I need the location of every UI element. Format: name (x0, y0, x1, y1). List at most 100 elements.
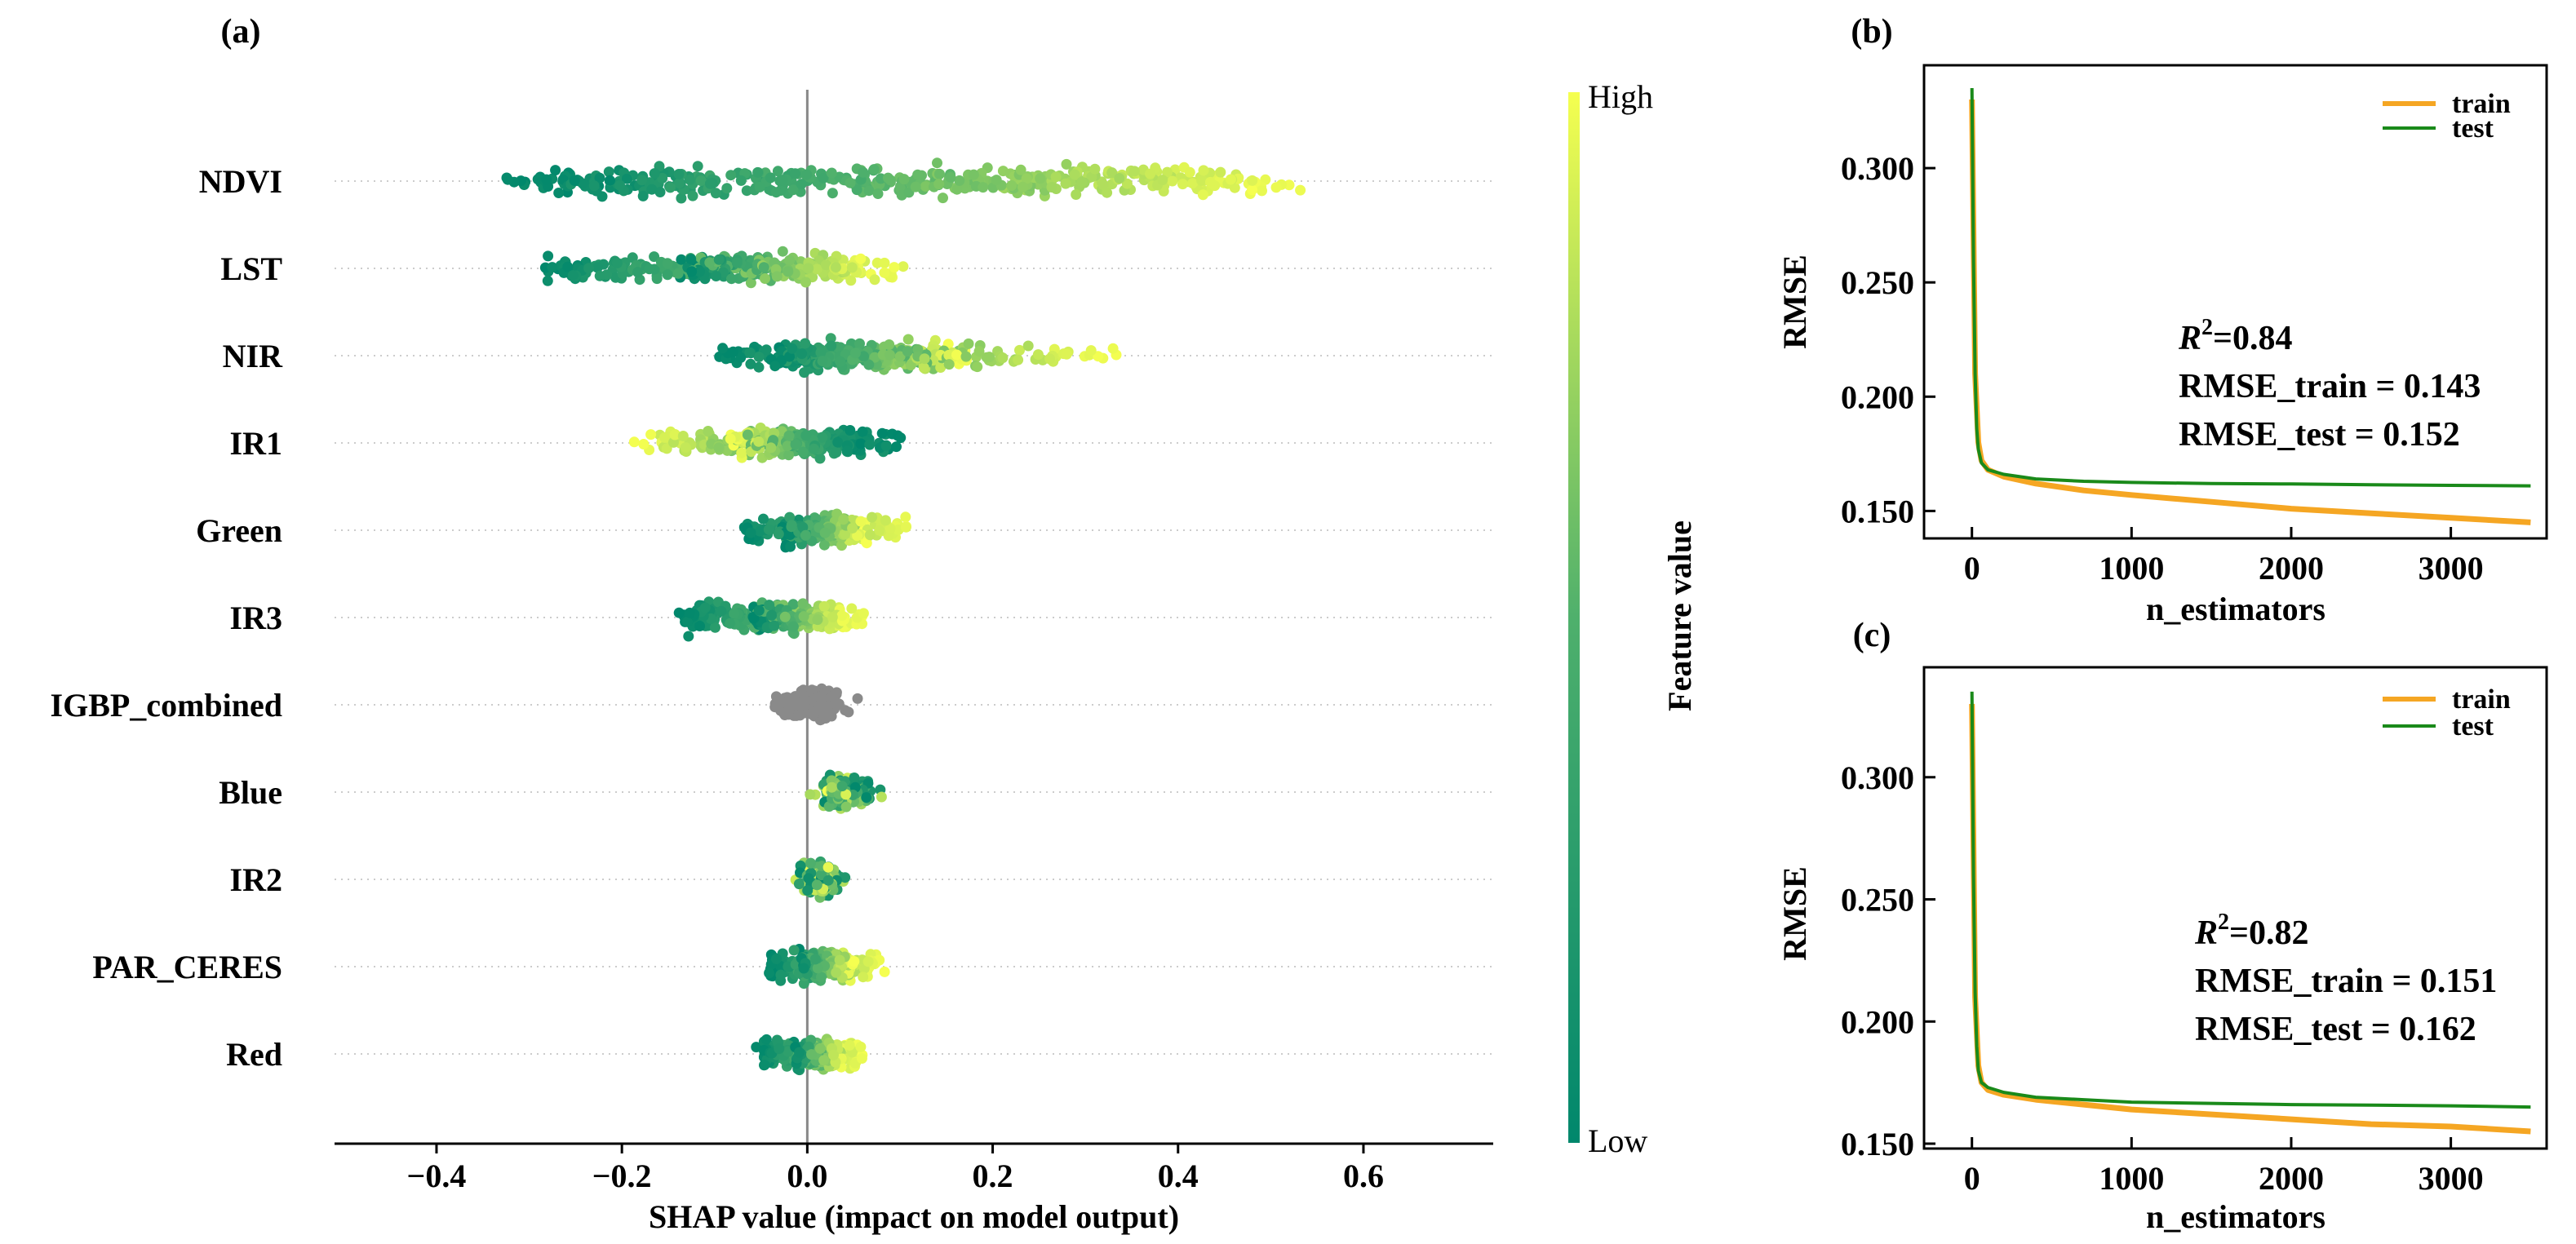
shap-point (830, 262, 841, 273)
panel-a-shap-summary: (a) NDVI LST NIR IR1 Green IR3 IGBP_combined Bl… (51, 13, 1698, 1235)
shap-point (763, 524, 774, 535)
x-tick-label: −0.4 (407, 1158, 467, 1194)
shap-point (825, 333, 836, 344)
feature-label: IGBP_combined (51, 687, 282, 724)
shap-point (880, 515, 891, 526)
shap-point (787, 343, 798, 354)
shap-point (669, 429, 681, 440)
shap-point (855, 253, 867, 264)
shap-point (1270, 182, 1282, 193)
shap-point (782, 440, 793, 452)
shap-point (869, 274, 880, 286)
shap-point (710, 622, 720, 633)
shap-point (760, 1034, 772, 1045)
shap-point (661, 443, 672, 454)
legend: train test (2383, 89, 2511, 144)
shap-point (1187, 178, 1199, 189)
shap-point (845, 425, 856, 436)
shap-point (876, 427, 888, 439)
shap-point (677, 431, 689, 441)
axis-ticks: 0 1000 2000 3000 0.150 0.200 0.250 0.300 (1841, 759, 2484, 1197)
shap-point (1069, 169, 1080, 180)
shap-point (753, 604, 765, 616)
shap-point (694, 266, 705, 277)
shap-point (1060, 178, 1071, 189)
rmse-train-annotation: RMSE_train = 0.143 (2179, 368, 2481, 405)
shap-point (735, 352, 747, 363)
panel-c-label: (c) (1853, 617, 1891, 654)
shap-point (796, 348, 808, 360)
shap-point (818, 1055, 830, 1066)
shap-point (783, 704, 795, 715)
shap-point (787, 621, 799, 632)
shap-point (938, 193, 948, 204)
shap-point (960, 351, 972, 362)
series-line-train (1969, 99, 2531, 525)
shap-point (1198, 165, 1209, 176)
shap-point (857, 426, 868, 437)
shap-point (885, 523, 896, 534)
shap-point (1021, 173, 1032, 184)
shap-point (828, 1049, 839, 1060)
shap-point (856, 1053, 867, 1064)
shap-point (748, 613, 760, 623)
shap-point (651, 273, 663, 285)
shap-point (812, 614, 823, 626)
x-tick-label: 2000 (2259, 550, 2324, 587)
shap-point (822, 874, 834, 886)
shap-point (1071, 189, 1082, 200)
shap-point (814, 1043, 826, 1054)
shap-point (1114, 173, 1125, 184)
shap-point (918, 362, 929, 374)
shap-point (796, 179, 807, 190)
shap-point (963, 338, 974, 349)
shap-point (1050, 171, 1062, 183)
shap-point (1006, 179, 1018, 191)
shap-point (662, 269, 673, 281)
shap-point (852, 530, 863, 542)
shap-point (632, 267, 644, 278)
shap-point (894, 351, 906, 362)
colorbar-title: Feature value (1661, 520, 1698, 711)
feature-label: IR1 (230, 425, 282, 462)
shap-point (753, 352, 765, 362)
shap-point (840, 801, 852, 812)
y-axis-label: RMSE (1776, 255, 1813, 349)
shap-point (695, 175, 707, 186)
shap-point (841, 445, 853, 457)
shap-point (638, 439, 650, 449)
shap-point (758, 513, 769, 525)
shap-point (553, 188, 565, 198)
shap-point (806, 1049, 817, 1060)
feature-label: PAR_CERES (92, 949, 282, 985)
shap-point (614, 179, 626, 191)
shap-point (858, 351, 869, 362)
shap-point (699, 602, 711, 613)
legend-train-label: train (2452, 684, 2511, 715)
shap-point (832, 436, 844, 448)
rmse-train-annotation: RMSE_train = 0.151 (2195, 963, 2497, 1000)
shap-point (765, 172, 776, 184)
x-axis-label: SHAP value (impact on model output) (649, 1198, 1179, 1235)
feature-label: Red (226, 1036, 282, 1073)
shap-point (827, 781, 837, 793)
shap-point (836, 540, 847, 551)
shap-point (838, 514, 849, 525)
shap-point (754, 525, 765, 537)
shap-point (771, 271, 783, 282)
shap-point (1106, 167, 1118, 179)
shap-point (745, 277, 756, 289)
shap-point (943, 349, 955, 361)
shap-point (800, 338, 811, 349)
shap-point (726, 273, 737, 285)
shap-point (794, 1047, 805, 1058)
x-tick-label: 0.2 (973, 1158, 1013, 1194)
shap-point (831, 967, 842, 978)
x-axis-label: n_estimators (2146, 591, 2325, 627)
shap-point (588, 180, 600, 192)
shap-point (772, 166, 783, 177)
shap-point (725, 433, 736, 445)
y-tick-label: 0.300 (1841, 759, 1914, 796)
shap-point (818, 600, 830, 612)
shap-point (951, 349, 962, 361)
